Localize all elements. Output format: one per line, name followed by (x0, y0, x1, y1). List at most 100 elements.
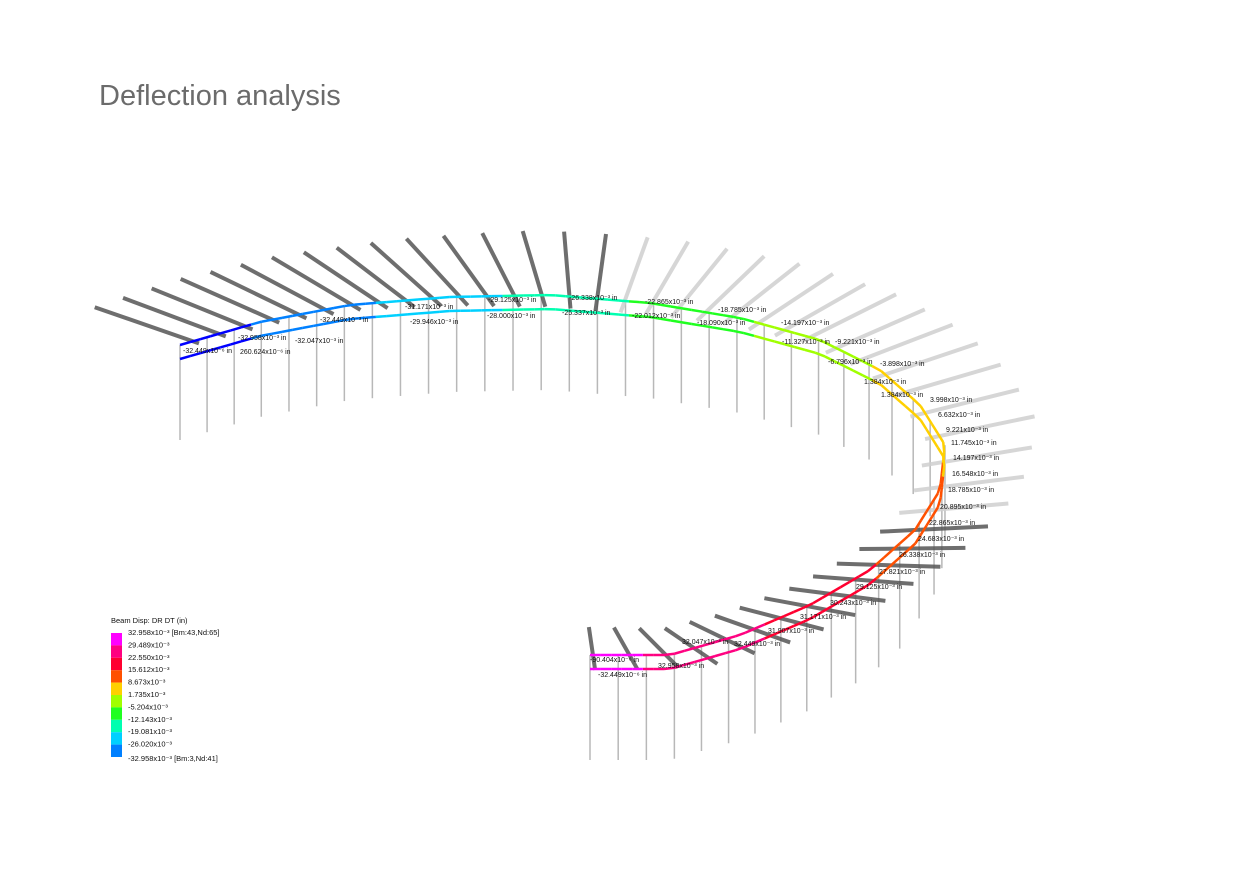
rail-segment (888, 391, 899, 401)
deflection-label: 29.125x10⁻³ in (856, 584, 902, 591)
rail-segment (210, 332, 221, 338)
legend-swatch (111, 695, 122, 708)
deflection-label: 32.449x10⁻³ in (734, 641, 780, 648)
deflection-label: 260.624x10⁻⁶ in (240, 349, 291, 356)
rafter (150, 286, 254, 332)
legend-entry: -12.143x10⁻³ (128, 715, 172, 724)
rail-segment (722, 327, 734, 333)
legend-entry: -5.204x10⁻³ (128, 702, 168, 711)
rail-segment (396, 299, 408, 303)
rail-segment (833, 360, 845, 368)
rafter (913, 474, 1025, 493)
rafter (179, 277, 281, 325)
rail-segment (684, 646, 696, 653)
rail-segment (743, 317, 755, 324)
rail-segment (744, 641, 756, 648)
deflection-label: -18.090x10⁻³ in (697, 320, 746, 327)
legend-swatch (111, 670, 122, 683)
rail-segment (714, 638, 726, 644)
rail-segment (240, 337, 252, 343)
rail-segment (712, 326, 724, 331)
rail-segment (898, 535, 909, 545)
rafter (721, 262, 801, 326)
rail-segment (670, 305, 682, 310)
rail-segment (618, 299, 630, 303)
rafter (764, 596, 856, 618)
rail-segment (939, 473, 944, 484)
rafter (122, 296, 227, 339)
rail-segment (386, 299, 398, 304)
rail-segment (852, 369, 864, 377)
rail-segment (848, 575, 860, 583)
rail-segment (576, 295, 587, 300)
legend-swatch (111, 707, 122, 720)
deflection-label: 9.221x10⁻³ in (946, 427, 988, 434)
rail-segment (821, 591, 832, 599)
rail-segment (281, 328, 293, 334)
rail-segment (793, 606, 805, 614)
rail-segment (931, 506, 939, 518)
deflection-label: -14.197x10⁻³ in (781, 320, 830, 327)
rail-segment (628, 300, 640, 304)
deflection-label: -32.958x10⁻³ in (238, 335, 287, 342)
rafter (924, 414, 1035, 442)
rail-segment (704, 654, 716, 661)
rafter (94, 305, 200, 346)
rail-segment (843, 364, 854, 372)
rail-segment (230, 340, 242, 346)
rail-segment (189, 351, 201, 358)
deflection-label: 20.895x10⁻³ in (940, 504, 986, 511)
rail-segment (793, 620, 805, 628)
deflection-label: 11.745x10⁻³ in (951, 440, 997, 447)
rail-segment (375, 314, 387, 319)
rail-segment (271, 330, 283, 336)
rail-segment (712, 312, 724, 317)
rail-segment (843, 350, 854, 358)
rail-segment (210, 346, 221, 352)
deflection-label: -90.404x10⁻⁶ in (590, 657, 639, 664)
rail-segment (753, 334, 765, 340)
rail-segment (875, 556, 885, 566)
rail-segment (375, 300, 387, 305)
deflection-label: -31.171x10⁻³ in (405, 304, 454, 311)
rail-segment (365, 301, 376, 306)
rail-segment (701, 324, 713, 329)
rail-segment (936, 497, 942, 508)
deflection-label: 26.338x10⁻³ in (899, 552, 945, 559)
rail-segment (867, 577, 877, 587)
rail-segment (649, 315, 661, 320)
rail-segment (555, 294, 566, 298)
rail-segment (733, 315, 745, 321)
deflection-label: 6.632x10⁻³ in (938, 412, 980, 419)
rail-segment (734, 645, 746, 652)
rafter (404, 237, 470, 307)
rail-segment (880, 384, 891, 394)
rafter (747, 272, 835, 332)
rail-segment (733, 329, 745, 335)
rafter (335, 246, 416, 309)
rafter (859, 545, 966, 551)
rail-segment (794, 331, 806, 338)
legend-swatch (111, 732, 122, 745)
deflection-label: -11.327x10⁻³ in (782, 339, 830, 346)
rail-segment (919, 524, 928, 536)
rail-segment (417, 311, 429, 315)
rail-segment (230, 326, 242, 332)
legend-swatch (111, 657, 122, 671)
deflection-label: 14.197x10⁻³ in (953, 455, 999, 462)
legend-swatch (111, 633, 122, 646)
rail-segment (344, 317, 355, 322)
rafter (480, 232, 522, 308)
rail-segment (323, 320, 335, 326)
rail-segment (764, 619, 775, 626)
rail-segment (744, 627, 756, 634)
rafter (909, 387, 1020, 419)
rail-segment (704, 640, 716, 647)
rail-segment (754, 623, 766, 630)
rail-segment (925, 428, 934, 439)
rail-segment (862, 360, 873, 368)
rail-segment (925, 501, 934, 513)
rail-segment (428, 310, 440, 314)
legend-swatch (111, 645, 122, 658)
